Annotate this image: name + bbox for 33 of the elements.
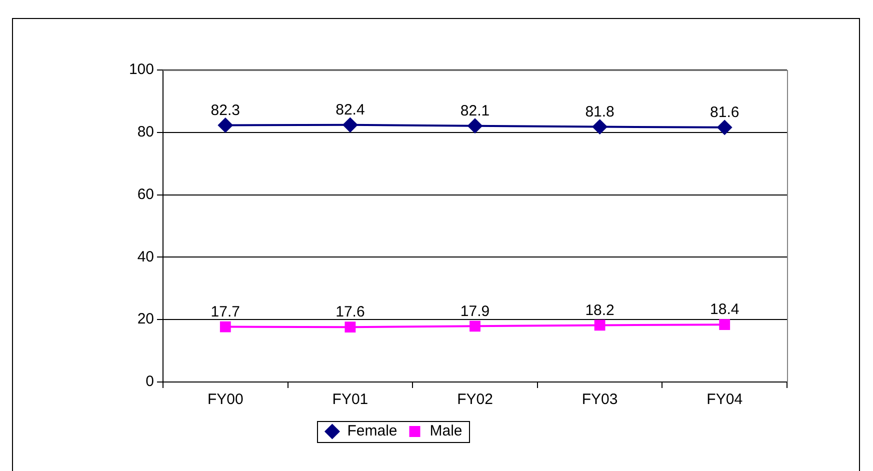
- x-tick-label: FY00: [207, 391, 244, 408]
- x-tick-label: FY02: [457, 391, 493, 408]
- data-label: 81.6: [710, 104, 740, 122]
- y-tick-label: 20: [137, 310, 154, 328]
- data-label: 82.4: [336, 102, 365, 119]
- point: [592, 119, 608, 134]
- legend-label: Female: [347, 422, 398, 440]
- y-tick-label: 60: [137, 186, 154, 203]
- data-label: 82.3: [210, 102, 240, 119]
- data-label: 17.6: [336, 304, 365, 321]
- x-tick-label: FY03: [582, 391, 618, 408]
- point: [344, 322, 356, 333]
- y-tick-label: 80: [137, 124, 154, 141]
- data-label: 17.9: [460, 302, 490, 320]
- y-tick-label: 0: [146, 373, 154, 390]
- point: [594, 320, 606, 331]
- point: [717, 120, 732, 135]
- point: [470, 320, 480, 332]
- x-tick-label: FY01: [332, 391, 368, 408]
- y-tick-label: 40: [137, 248, 154, 266]
- data-label: 17.7: [210, 303, 240, 320]
- data-label: 82.1: [460, 102, 490, 120]
- point: [218, 118, 233, 133]
- point: [468, 118, 482, 134]
- data-label: 18.2: [585, 302, 614, 319]
- point: [342, 117, 358, 132]
- y-tick-label: 100: [128, 61, 154, 78]
- data-label: 18.4: [710, 301, 740, 318]
- point: [220, 321, 231, 332]
- legend-label: Male: [430, 422, 462, 440]
- x-tick-label: FY04: [706, 391, 743, 408]
- data-label: 81.8: [585, 103, 614, 120]
- point: [719, 319, 730, 330]
